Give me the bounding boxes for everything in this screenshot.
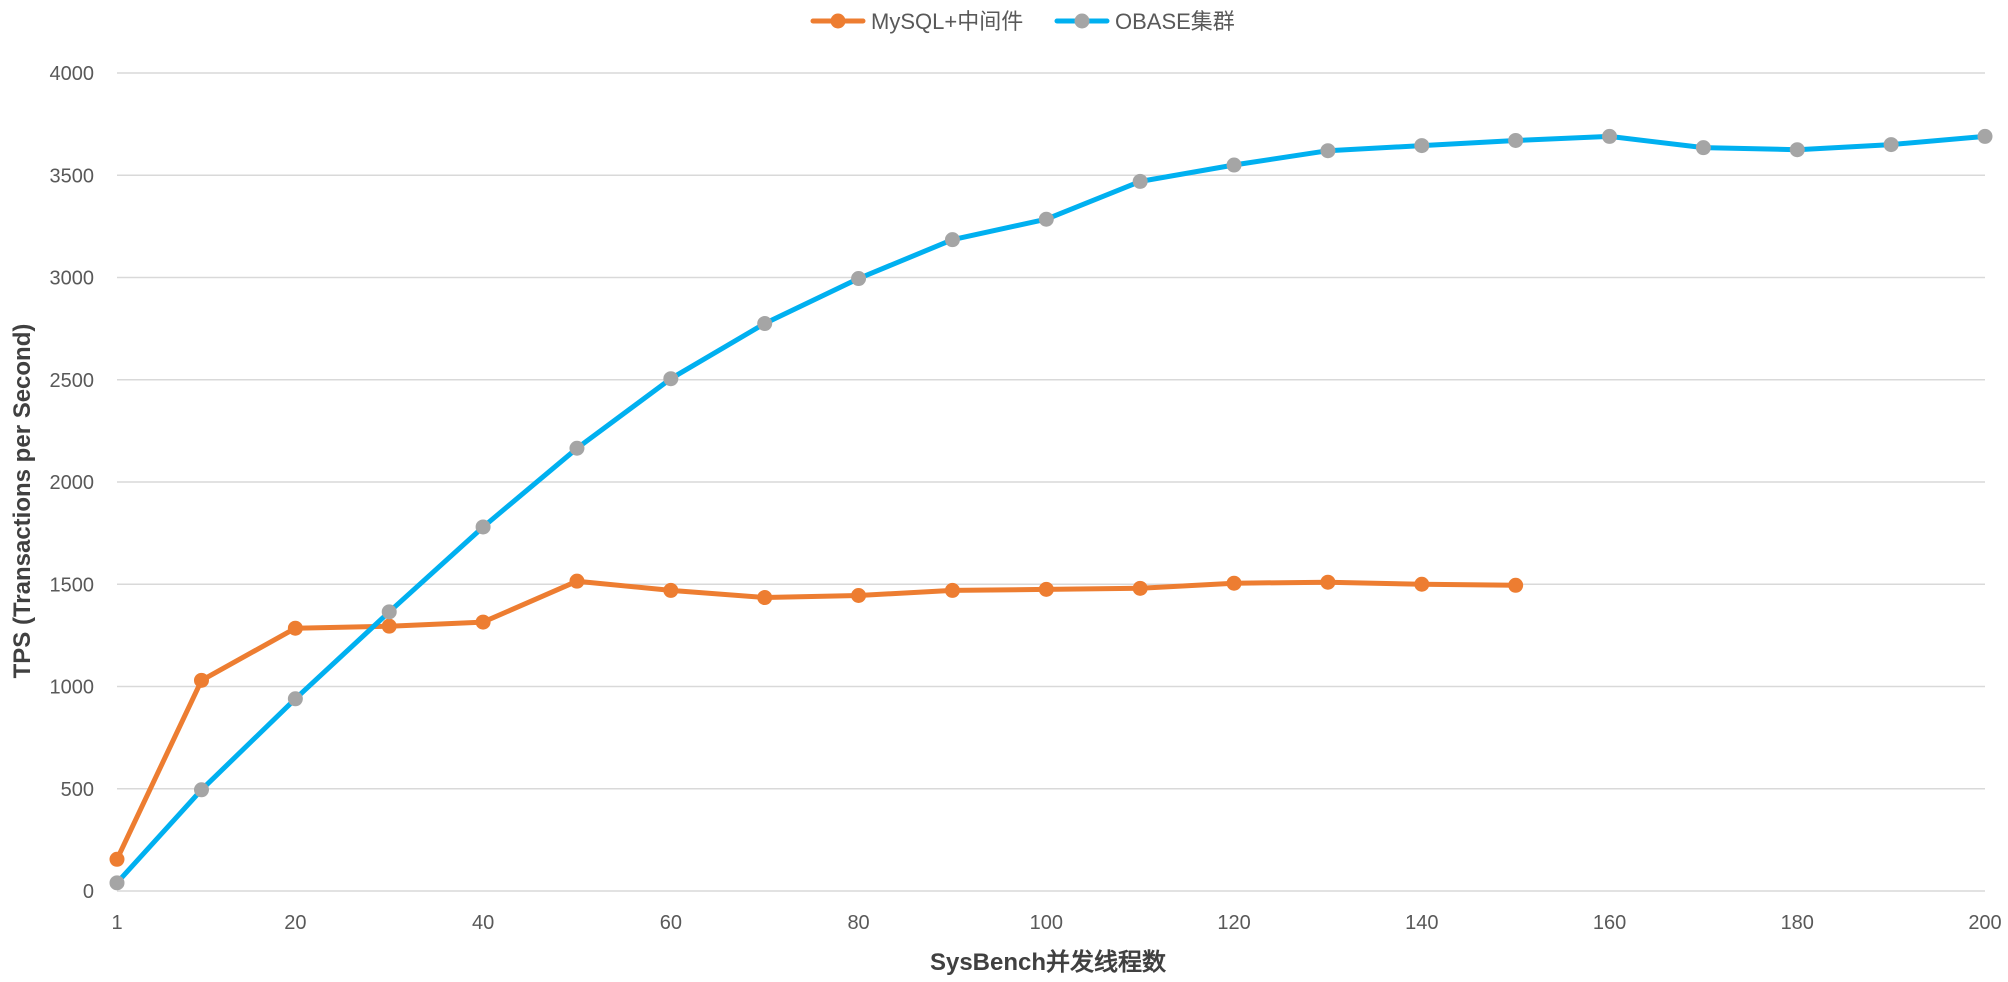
data-point [1977, 128, 1993, 144]
data-point [851, 271, 867, 287]
y-tick-label: 2000 [50, 472, 95, 494]
data-point [757, 316, 773, 332]
legend-marker [830, 13, 846, 29]
data-point [475, 614, 491, 630]
data-point [569, 440, 585, 456]
data-point [944, 232, 960, 248]
data-point [1226, 575, 1242, 591]
x-axis-title: SysBench并发线程数 [930, 948, 1167, 976]
x-tick-label: 200 [1968, 912, 2001, 934]
x-tick-label: 180 [1781, 912, 1814, 934]
data-point [1320, 574, 1336, 590]
data-point [663, 371, 679, 387]
data-point [1695, 140, 1711, 156]
data-point [1038, 581, 1054, 597]
x-tick-label: 20 [284, 912, 306, 934]
x-tick-label: 120 [1217, 912, 1250, 934]
y-axis-title: TPS (Transactions per Second) [9, 324, 36, 679]
data-point [475, 519, 491, 535]
legend: MySQL+中间件 OBASE集群 [810, 9, 1235, 34]
y-tick-label: 4000 [50, 63, 95, 85]
data-point [109, 875, 125, 891]
data-point [851, 587, 867, 603]
x-tick-label: 140 [1405, 912, 1438, 934]
data-point [569, 573, 585, 589]
data-point [1132, 173, 1148, 189]
data-point [287, 620, 303, 636]
x-tick-label: 80 [847, 912, 869, 934]
x-tick-label: 40 [472, 912, 494, 934]
data-point [1414, 576, 1430, 592]
data-point [287, 691, 303, 707]
x-tick-label: 60 [660, 912, 682, 934]
series-line-mysql [114, 578, 1519, 862]
data-point [381, 604, 397, 620]
data-point [1414, 138, 1430, 154]
data-point [1883, 137, 1899, 153]
data-point [757, 590, 773, 606]
x-axis-ticks: 1 20 40 60 80 100 120 140 160 180 200 [111, 912, 2001, 934]
data-point [1226, 157, 1242, 173]
y-tick-label: 1500 [50, 574, 95, 596]
data-point [1038, 211, 1054, 227]
series-group [109, 128, 1993, 891]
gridlines [117, 72, 1985, 892]
y-tick-label: 3000 [50, 268, 95, 290]
data-point [1320, 143, 1336, 159]
y-tick-label: 0 [83, 881, 94, 903]
data-point [193, 672, 209, 688]
data-point [109, 851, 125, 867]
x-tick-label: 100 [1030, 912, 1063, 934]
x-tick-label: 160 [1593, 912, 1626, 934]
legend-label: OBASE集群 [1115, 9, 1235, 34]
data-point [1789, 142, 1805, 158]
legend-label: MySQL+中间件 [871, 9, 1023, 34]
data-point [944, 582, 960, 598]
data-point [663, 582, 679, 598]
data-point [1508, 132, 1524, 148]
data-point [1602, 128, 1618, 144]
series-line-obase [114, 133, 1988, 886]
data-point [1508, 577, 1524, 593]
y-tick-label: 3500 [50, 165, 95, 187]
data-point [1132, 580, 1148, 596]
y-axis-ticks: 0 500 1000 1500 2000 2500 3000 3500 4000 [50, 63, 95, 903]
y-tick-label: 1000 [50, 677, 95, 699]
data-point [193, 782, 209, 798]
data-point [381, 618, 397, 634]
y-tick-label: 500 [61, 779, 94, 801]
x-tick-label: 1 [111, 912, 122, 934]
legend-marker [1074, 13, 1090, 29]
y-tick-label: 2500 [50, 370, 95, 392]
